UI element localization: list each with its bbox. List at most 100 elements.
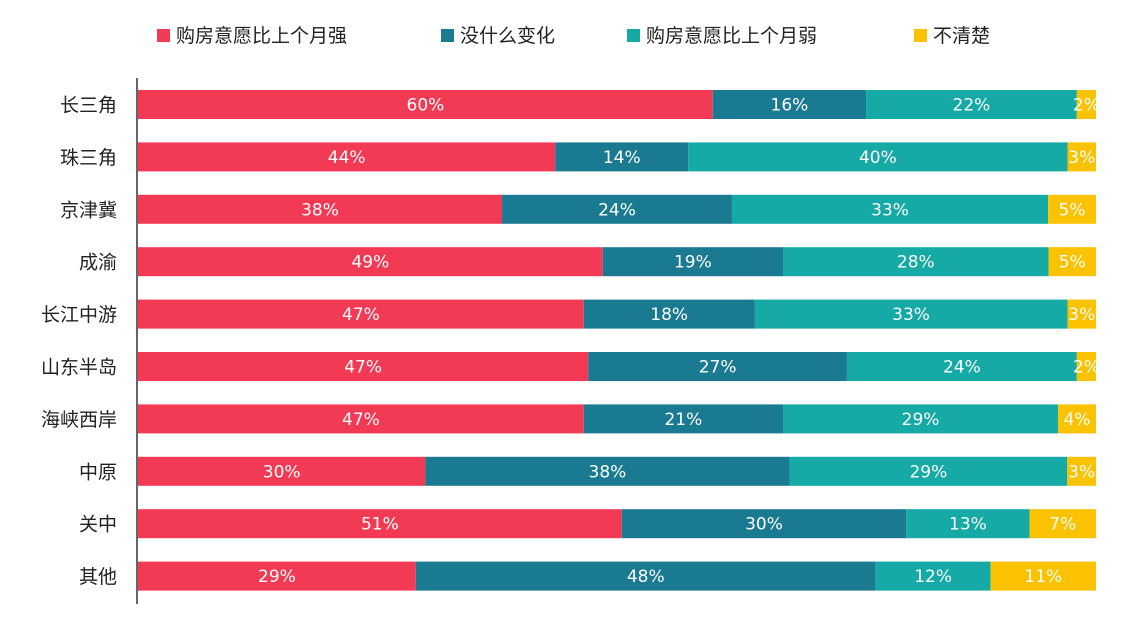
category-label: 长三角 [60, 95, 117, 117]
bar-segment [621, 509, 907, 539]
bar-segment [754, 299, 1068, 329]
data-label: 38% [589, 462, 627, 482]
data-label: 49% [351, 253, 389, 273]
bar-segment [1067, 299, 1096, 329]
bar-segment [1076, 352, 1096, 381]
bar-segment [138, 90, 713, 119]
bar-segment [1067, 456, 1096, 486]
data-label: 24% [943, 358, 981, 378]
legend-swatch [914, 29, 927, 42]
legend-item: 购房意愿比上个月强 [157, 25, 347, 47]
data-label: 47% [344, 358, 382, 378]
data-label: 12% [914, 567, 952, 587]
bar-segment [138, 404, 584, 434]
data-label: 5% [1059, 200, 1086, 220]
bar-segment [138, 299, 584, 329]
data-label: 4% [1064, 410, 1091, 430]
category-label: 关中 [79, 514, 117, 536]
bar-segment [875, 561, 991, 591]
bar-segment [731, 194, 1049, 224]
bar-segment [1067, 142, 1096, 172]
data-label: 38% [301, 200, 339, 220]
category-label: 成渝 [79, 252, 117, 274]
data-label: 19% [674, 253, 712, 273]
category-label: 长江中游 [41, 304, 117, 326]
data-label: 11% [1024, 567, 1062, 587]
bar-segment [555, 142, 689, 172]
bar-segment [602, 247, 783, 277]
bar-segment [789, 456, 1068, 486]
data-label: 3% [1068, 305, 1095, 325]
data-label: 29% [902, 410, 940, 430]
legend-swatch [627, 29, 640, 42]
data-label: 14% [603, 148, 641, 168]
bar-segment [1048, 194, 1096, 224]
category-label: 其他 [79, 566, 117, 588]
bar-segment [906, 509, 1030, 539]
data-label: 33% [892, 305, 930, 325]
data-label: 33% [871, 200, 909, 220]
bar-segment [138, 509, 622, 539]
legend-item: 不清楚 [914, 25, 990, 47]
bar-segment [1029, 509, 1096, 539]
data-label: 16% [771, 96, 809, 116]
data-label: 27% [699, 358, 737, 378]
legend-swatch [157, 29, 170, 42]
bar-segment [138, 352, 589, 381]
data-label: 47% [342, 305, 380, 325]
bar-segment [502, 194, 732, 224]
bar-segment [866, 90, 1077, 119]
bar-segment [583, 299, 755, 329]
category-label: 珠三角 [60, 147, 117, 169]
category-label: 中原 [79, 461, 117, 483]
data-label: 3% [1068, 148, 1095, 168]
bar-segment [846, 352, 1077, 381]
legend-label: 购房意愿比上个月弱 [646, 25, 817, 47]
bar-segment [583, 404, 783, 434]
data-label: 2% [1073, 96, 1100, 116]
data-label: 7% [1049, 515, 1076, 535]
data-label: 51% [361, 515, 399, 535]
legend-label: 不清楚 [933, 25, 990, 47]
legend: 购房意愿比上个月强 没什么变化 购房意愿比上个月弱 不清楚 [157, 25, 990, 47]
bar-segment [782, 247, 1049, 277]
data-label: 29% [258, 567, 296, 587]
legend-swatch [441, 29, 454, 42]
data-label: 28% [897, 253, 935, 273]
data-label: 48% [627, 567, 665, 587]
data-label: 30% [745, 515, 783, 535]
data-label: 3% [1068, 462, 1095, 482]
bar-segment [1058, 404, 1096, 434]
category-label: 京津冀 [60, 199, 117, 221]
legend-item: 购房意愿比上个月弱 [627, 25, 817, 47]
data-label: 47% [342, 410, 380, 430]
bar-segment [138, 247, 603, 277]
data-label: 22% [953, 96, 991, 116]
data-label: 29% [909, 462, 947, 482]
bar-segment [1048, 247, 1096, 277]
bar-segment [990, 561, 1096, 591]
bar-segment [138, 142, 556, 172]
bar-segment [688, 142, 1068, 172]
legend-label: 购房意愿比上个月强 [176, 25, 347, 47]
bar-segment [425, 456, 790, 486]
legend-label: 没什么变化 [460, 25, 555, 47]
bar-segment [1076, 90, 1096, 119]
data-label: 2% [1073, 358, 1100, 378]
bar-segment [782, 404, 1059, 434]
bar-segment [415, 561, 876, 591]
bar-segment [138, 456, 426, 486]
category-label: 山东半岛 [41, 357, 117, 379]
data-label: 24% [598, 200, 636, 220]
data-label: 21% [664, 410, 702, 430]
data-label: 30% [263, 462, 301, 482]
data-label: 40% [859, 148, 897, 168]
category-label: 海峡西岸 [41, 409, 117, 431]
bars: 60% 16% 22% 2% 44% 14% 40% 3% 38% 24% 33% 5% 49% 19% 2… [138, 90, 1100, 591]
data-label: 18% [650, 305, 688, 325]
bar-segment [138, 194, 503, 224]
legend-item: 没什么变化 [441, 25, 555, 47]
data-label: 5% [1059, 253, 1086, 273]
